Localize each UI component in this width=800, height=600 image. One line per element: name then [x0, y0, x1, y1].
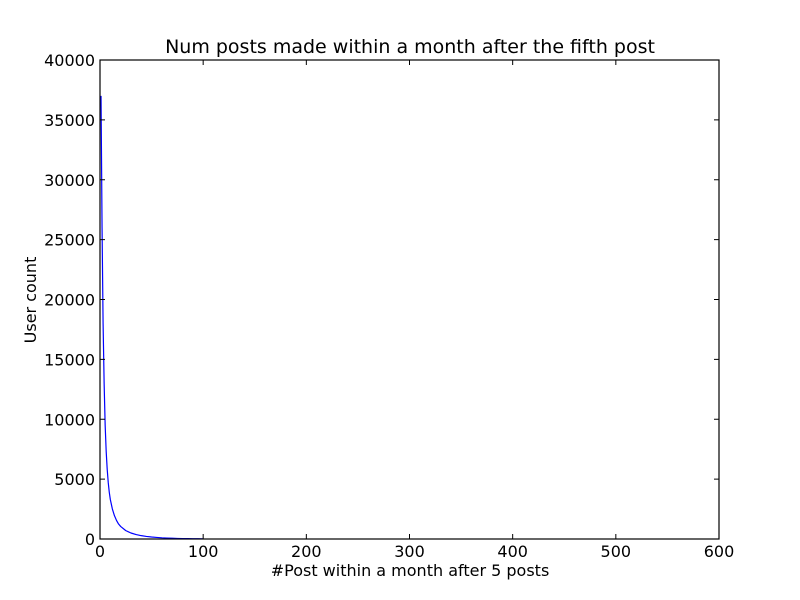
y-tick-label: 20000: [44, 291, 95, 310]
y-axis-title: User count: [21, 257, 40, 344]
x-tick-label: 100: [188, 542, 219, 561]
y-tick-label: 40000: [44, 51, 95, 70]
y-tick-label: 10000: [44, 410, 95, 429]
x-tick-label: 200: [291, 542, 322, 561]
y-tick-label: 15000: [44, 350, 95, 369]
chart-title: Num posts made within a month after the …: [165, 36, 655, 58]
x-axis-title: #Post within a month after 5 posts: [271, 561, 550, 580]
y-tick-label: 0: [85, 530, 95, 549]
x-tick-label: 600: [704, 542, 735, 561]
x-tick-label: 0: [95, 542, 105, 561]
y-tick-label: 35000: [44, 111, 95, 130]
x-tick-label: 500: [601, 542, 632, 561]
y-tick-label: 25000: [44, 231, 95, 250]
plot-area: 0 100 200 300 400 500 600 0 5000 10000 15000 20000 2…: [44, 51, 734, 561]
y-tick-label: 30000: [44, 171, 95, 190]
x-tick-label: 300: [394, 542, 425, 561]
x-tick-label: 400: [497, 542, 528, 561]
y-tick-label: 5000: [54, 470, 95, 489]
